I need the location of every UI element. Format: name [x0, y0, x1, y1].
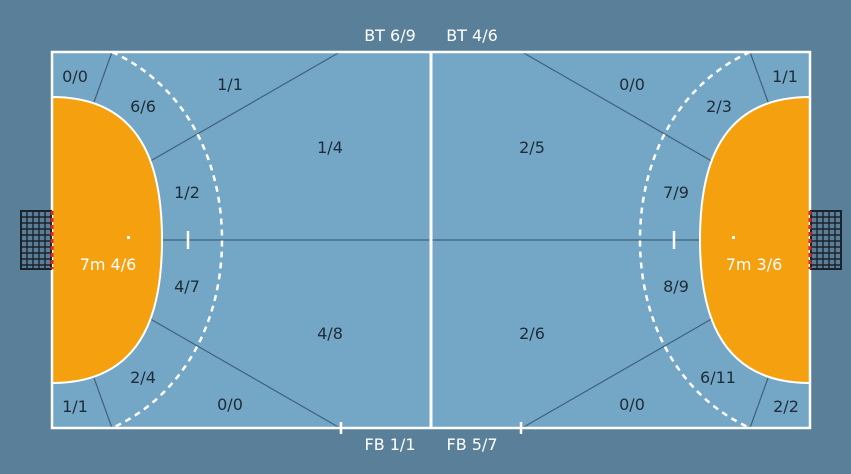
right-wing-top-stat: 2/3: [706, 97, 732, 116]
right-nine-meter-top-stat: 7/9: [663, 183, 689, 202]
left-zone-line-top-back: [146, 51, 341, 164]
right-nine-meter-bottom-stat: 8/9: [663, 277, 689, 296]
left-nine-meter-top-stat: 1/2: [174, 183, 200, 202]
left-seven-meter-stat: 7m 4/6: [80, 255, 137, 274]
right-center-bottom-stat: 2/6: [519, 324, 545, 343]
goal-net-icon: [808, 210, 842, 270]
left-corner-top-stat: 0/0: [62, 67, 88, 86]
left-center-bottom-stat: 4/8: [317, 324, 343, 343]
left-back-bottom-stat: 0/0: [217, 395, 243, 414]
top-label-left: BT 6/9: [364, 26, 416, 45]
left-zone-line-bottom-back: [146, 316, 341, 429]
right-zone-line-top-back: [521, 51, 716, 164]
right-goal-area: [698, 95, 811, 385]
right-zone-line-bottom-corner: [749, 377, 769, 429]
left-back-top-stat: 1/1: [217, 75, 243, 94]
right-wing-bottom-stat: 6/11: [700, 368, 736, 387]
court-marks: [186, 231, 676, 434]
right-seven-meter-stat: 7m 3/6: [726, 255, 783, 274]
right-center-top-stat: 2/5: [519, 138, 545, 157]
right-back-bottom-stat: 0/0: [619, 395, 645, 414]
left-goal-area: [51, 95, 164, 385]
right-free-throw-line: [638, 50, 751, 430]
left-goalkeeper-spot: [127, 236, 130, 239]
left-zone-line-bottom-corner: [93, 377, 113, 429]
left-free-throw-line: [111, 50, 224, 430]
goal-net-icon: [20, 210, 54, 270]
right-corner-bottom-stat: 2/2: [773, 397, 799, 416]
bottom-label-right: FB 5/7: [446, 435, 497, 454]
left-wing-bottom-stat: 2/4: [130, 368, 156, 387]
right-back-top-stat: 0/0: [619, 75, 645, 94]
left-wing-top-stat: 6/6: [130, 97, 156, 116]
left-zone-line-top-corner: [93, 51, 113, 103]
top-label-right: BT 4/6: [446, 26, 498, 45]
left-center-top-stat: 1/4: [317, 138, 343, 157]
bottom-label-left: FB 1/1: [364, 435, 415, 454]
right-goalkeeper-spot: [732, 236, 735, 239]
left-corner-bottom-stat: 1/1: [62, 397, 88, 416]
left-nine-meter-bottom-stat: 4/7: [174, 277, 200, 296]
right-zone-line-bottom-back: [521, 316, 716, 429]
right-zone-line-top-corner: [749, 51, 769, 103]
right-corner-top-stat: 1/1: [772, 67, 798, 86]
